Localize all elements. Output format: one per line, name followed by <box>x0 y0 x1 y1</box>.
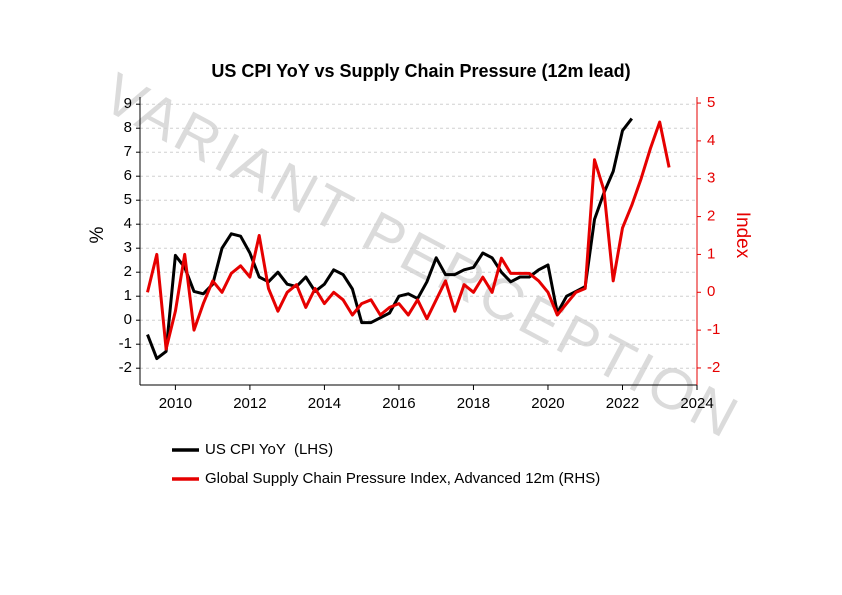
x-tick-label: 2012 <box>233 395 266 412</box>
y2-axis-label: Index <box>732 212 753 259</box>
y2-tick-label: 5 <box>707 94 715 111</box>
x-tick-label: 2016 <box>382 395 415 412</box>
y-tick-label: 7 <box>124 143 132 160</box>
y2-tick-label: -2 <box>707 359 720 376</box>
x-tick-label: 2010 <box>159 395 192 412</box>
y2-tick-label: 4 <box>707 132 715 149</box>
y2-tick-label: 0 <box>707 283 715 300</box>
y-tick-label: 3 <box>124 239 132 256</box>
y-tick-label: 5 <box>124 191 132 208</box>
legend-label: US CPI YoY (LHS) <box>205 441 333 458</box>
x-tick-label: 2014 <box>308 395 341 412</box>
chart-title: US CPI YoY vs Supply Chain Pressure (12m… <box>211 61 630 81</box>
y-tick-label: 0 <box>124 311 132 328</box>
x-tick-label: 2020 <box>531 395 564 412</box>
y-tick-label: 9 <box>124 95 132 112</box>
y-tick-label: -2 <box>119 359 132 376</box>
y-tick-label: 1 <box>124 287 132 304</box>
series-line <box>146 117 633 361</box>
y-tick-label: 2 <box>124 263 132 280</box>
watermark: VARIANT PERCEPTION <box>93 61 751 452</box>
x-tick-label: 2022 <box>606 395 639 412</box>
y2-tick-label: 2 <box>707 208 715 225</box>
y-tick-label: 4 <box>124 215 132 232</box>
y2-tick-label: 3 <box>707 170 715 187</box>
x-tick-label: 2024 <box>680 395 713 412</box>
x-tick-label: 2018 <box>457 395 490 412</box>
y-axis-label: % <box>87 226 108 243</box>
y-tick-label: -1 <box>119 335 132 352</box>
y-tick-label: 8 <box>124 119 132 136</box>
legend-label: Global Supply Chain Pressure Index, Adva… <box>205 470 600 487</box>
y2-tick-label: 1 <box>707 245 715 262</box>
y2-tick-label: -1 <box>707 321 720 338</box>
y-tick-label: 6 <box>124 167 132 184</box>
series-line <box>146 120 671 351</box>
